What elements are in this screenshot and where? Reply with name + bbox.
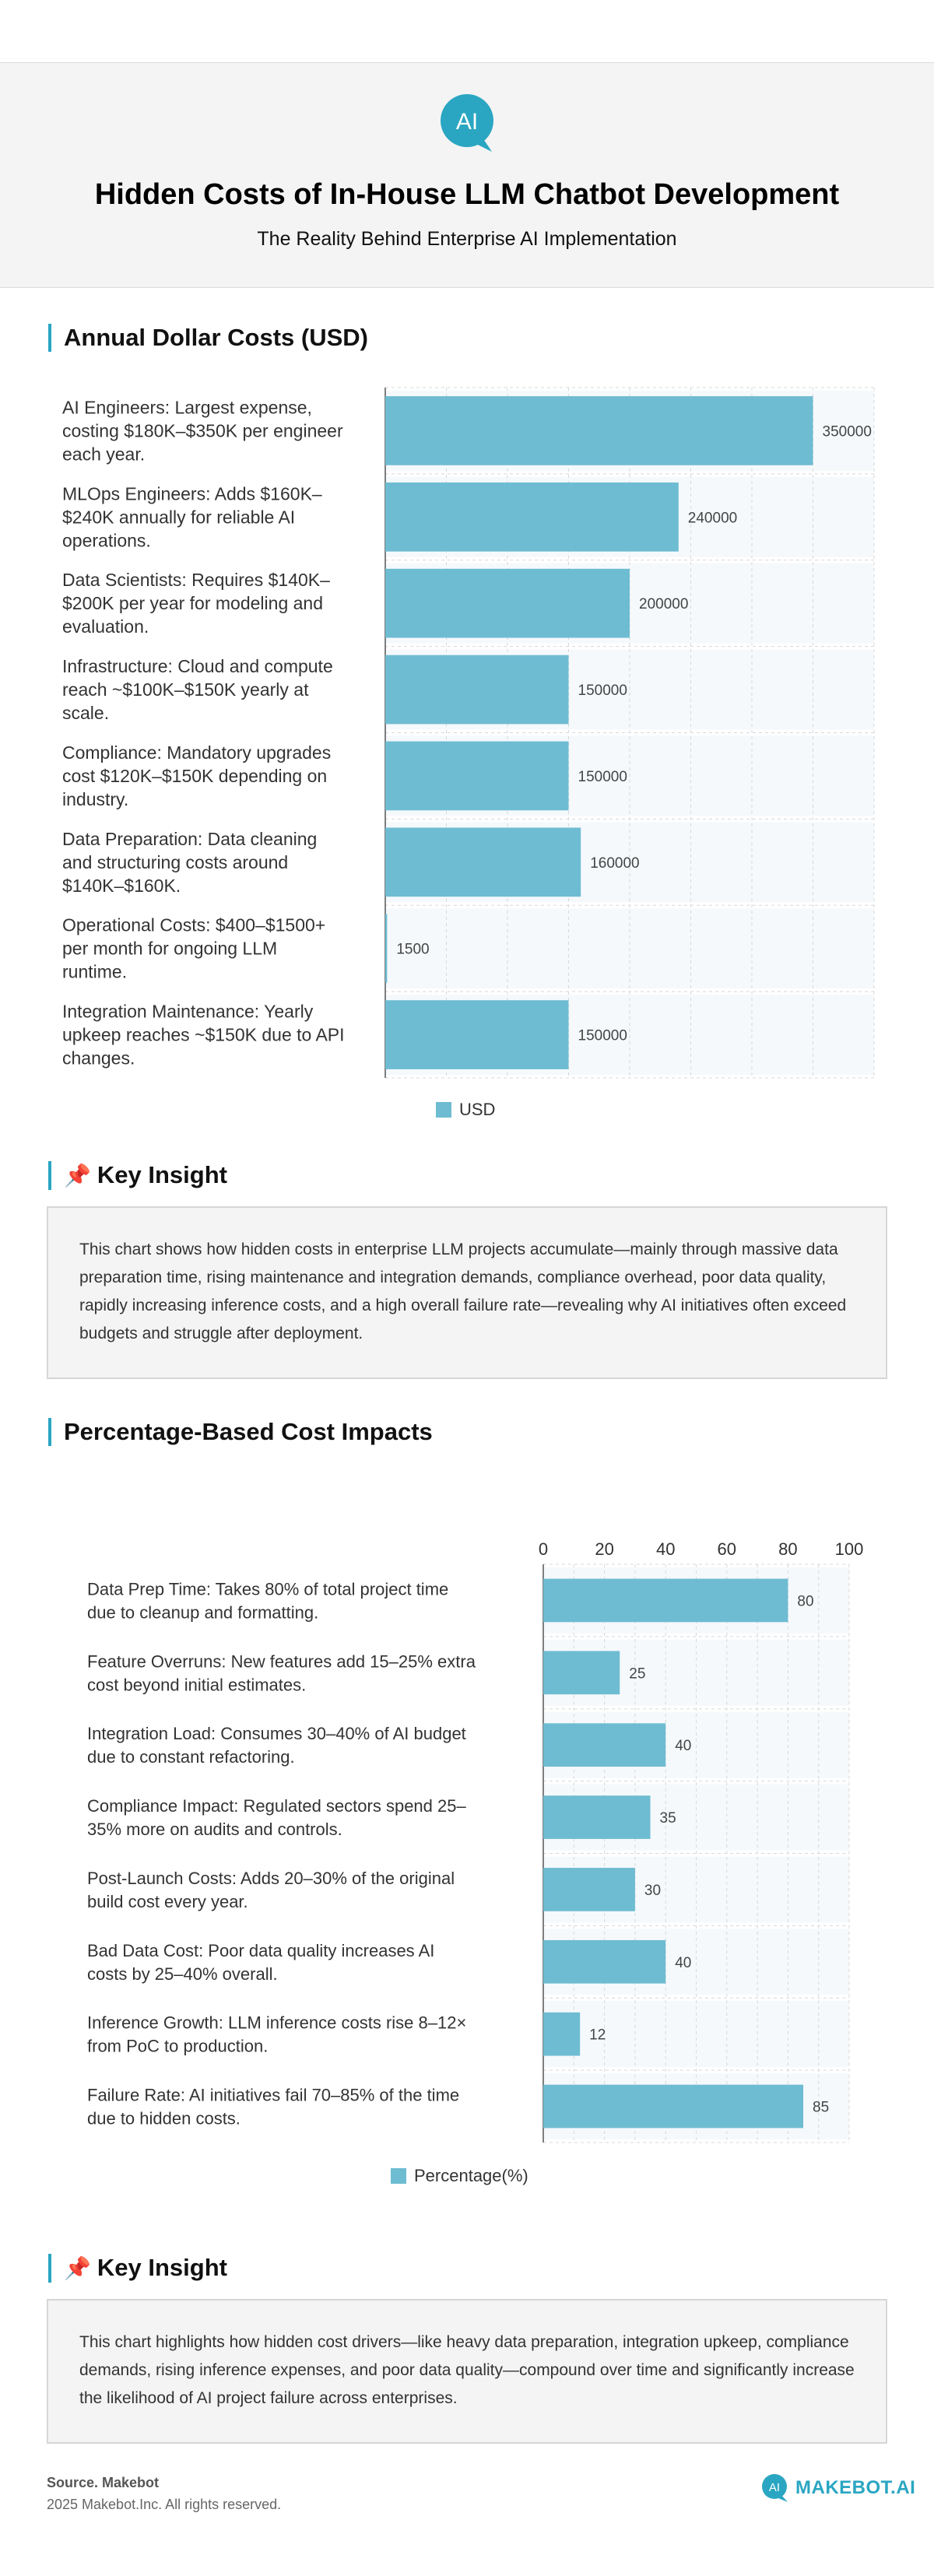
pushpin-icon: 📌 xyxy=(64,1163,91,1188)
bar xyxy=(385,827,581,897)
category-label: Infrastructure: Cloud and compute reach ~… xyxy=(62,656,333,723)
data-label: 150000 xyxy=(578,769,627,785)
makebot-logo-icon: AI xyxy=(762,2474,788,2502)
category-label: Operational Costs: $400–$1500+ per month … xyxy=(62,915,325,982)
pushpin-icon: 📌 xyxy=(64,2256,91,2280)
x-tick-label: 100 xyxy=(835,1539,864,1559)
bar xyxy=(385,741,569,811)
legend-swatch xyxy=(391,2168,406,2184)
percentage-cost-chart: 0 20 40 60 80 100 80 Data Prep Time: Takes 80% … xyxy=(87,1539,864,2185)
page-subtitle: The Reality Behind Enterprise AI Impleme… xyxy=(257,228,677,250)
category-label: Data Scientists: Requires $140K– $200K pe… xyxy=(62,570,330,637)
x-tick-label: 80 xyxy=(778,1539,797,1559)
insight1-text: This chart shows how hidden costs in ent… xyxy=(79,1241,847,1342)
bar xyxy=(385,1000,569,1069)
category-label: Failure Rate: AI initiatives fail 70–85%… xyxy=(87,2086,459,2129)
bar xyxy=(543,2084,804,2129)
bar xyxy=(543,1651,620,1695)
data-label: 350000 xyxy=(823,423,872,440)
bar xyxy=(543,2012,581,2056)
data-label: 200000 xyxy=(639,596,688,612)
category-label: Data Preparation: Data cleaning and struc… xyxy=(62,829,317,896)
data-label: 150000 xyxy=(578,683,627,699)
category-label: Compliance: Mandatory upgrades cost $120K… xyxy=(62,742,331,809)
footer-copyright: 2025 Makebot.Inc. All rights reserved. xyxy=(47,2497,282,2512)
insight1-title: 📌 Key Insight xyxy=(48,1161,227,1190)
data-label: 150000 xyxy=(578,1028,627,1044)
data-label: 12 xyxy=(589,2027,606,2044)
bar xyxy=(543,1939,666,1984)
x-tick-label: 40 xyxy=(656,1539,675,1559)
data-label: 25 xyxy=(629,1665,645,1682)
header: AI Hidden Costs of In-House LLM Chatbot … xyxy=(0,62,934,288)
bar xyxy=(385,655,569,725)
ai-chat-logo-icon: AI xyxy=(441,94,493,152)
insight1-title-text: Key Insight xyxy=(97,1161,227,1188)
data-label: 35 xyxy=(660,1810,676,1827)
category-label: MLOps Engineers: Adds $160K– $240K annual… xyxy=(62,483,322,550)
x-tick-label: 0 xyxy=(539,1539,548,1559)
bar xyxy=(543,1578,788,1623)
data-label: 160000 xyxy=(590,855,639,872)
bar xyxy=(543,1723,666,1767)
category-label: Post-Launch Costs: Adds 20–30% of the or… xyxy=(87,1869,455,1911)
svg-text:AI: AI xyxy=(769,2481,780,2494)
bar xyxy=(385,568,630,638)
category-label: Feature Overruns: New features add 15–25… xyxy=(87,1651,476,1694)
insight2-box: This chart highlights how hidden cost dr… xyxy=(47,2299,887,2444)
category-label: Data Prep Time: Takes 80% of total proje… xyxy=(87,1579,448,1622)
category-label: Inference Growth: LLM inference costs ri… xyxy=(87,2013,466,2056)
x-tick-label: 20 xyxy=(595,1539,613,1559)
data-label: 240000 xyxy=(688,510,737,526)
svg-text:AI: AI xyxy=(456,109,478,135)
bar xyxy=(543,1795,651,1839)
category-label: Integration Maintenance: Yearly upkeep re… xyxy=(62,1002,345,1069)
data-label: 80 xyxy=(797,1593,813,1609)
category-label: Compliance Impact: Regulated sectors spe… xyxy=(87,1796,466,1839)
data-label: 40 xyxy=(675,1955,691,1971)
legend-swatch xyxy=(436,1102,451,1118)
insight2-title-text: Key Insight xyxy=(97,2254,227,2281)
bar xyxy=(385,396,813,465)
bar xyxy=(385,914,388,984)
data-label: 1500 xyxy=(396,942,429,958)
data-label: 40 xyxy=(675,1738,691,1754)
category-label: AI Engineers: Largest expense, costing $1… xyxy=(62,397,343,464)
section-title-percentage: Percentage-Based Cost Impacts xyxy=(48,1418,433,1446)
footer-source: Source. Makebot xyxy=(47,2475,160,2490)
insight2-title: 📌 Key Insight xyxy=(48,2254,227,2283)
bar xyxy=(543,1868,635,1911)
insight2-text: This chart highlights how hidden cost dr… xyxy=(79,2333,855,2407)
insight1-box: This chart shows how hidden costs in ent… xyxy=(47,1206,887,1379)
data-label: 30 xyxy=(644,1883,661,1899)
x-tick-label: 60 xyxy=(718,1539,736,1559)
footer-brand-name: MAKEBOT.AI xyxy=(795,2477,916,2498)
footer-brand[interactable]: AI MAKEBOT.AI xyxy=(761,2473,915,2503)
category-label: Bad Data Cost: Poor data quality increas… xyxy=(87,1941,434,1984)
section-title-usd: Annual Dollar Costs (USD) xyxy=(48,324,368,352)
data-label: 85 xyxy=(813,2100,829,2116)
category-label: Integration Load: Consumes 30–40% of AI … xyxy=(87,1724,466,1767)
bar xyxy=(385,482,679,552)
usd-cost-chart: 350000 AI Engineers: Largest expense, cost… xyxy=(62,387,875,1119)
page-title: Hidden Costs of In-House LLM Chatbot Dev… xyxy=(94,178,840,211)
legend-label: Percentage(%) xyxy=(414,2166,528,2185)
legend-label: USD xyxy=(459,1100,495,1119)
